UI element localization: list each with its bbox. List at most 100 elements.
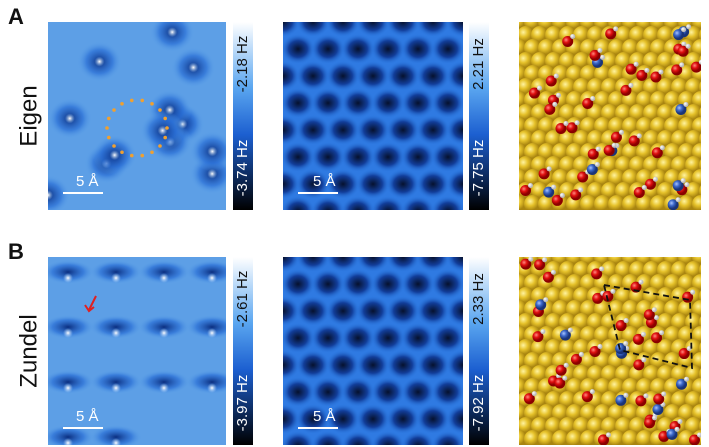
atom-h bbox=[644, 67, 650, 73]
atom bbox=[678, 348, 690, 360]
dark-spot bbox=[48, 260, 94, 284]
atom-h bbox=[589, 389, 595, 395]
dark-spot bbox=[138, 370, 190, 394]
pit bbox=[446, 61, 463, 91]
atom bbox=[651, 147, 663, 159]
atom-h bbox=[675, 197, 681, 203]
pit bbox=[431, 196, 463, 210]
atom-h bbox=[697, 432, 701, 438]
atom-h bbox=[684, 376, 690, 382]
atom-h bbox=[652, 176, 658, 182]
pit bbox=[446, 115, 463, 145]
bright-spot bbox=[63, 328, 73, 338]
atom-h bbox=[551, 184, 557, 190]
arrow bbox=[84, 295, 97, 313]
marker-dot bbox=[120, 101, 124, 106]
marker-dot bbox=[105, 126, 109, 130]
atom-h bbox=[658, 69, 664, 75]
pit bbox=[356, 404, 390, 434]
atom-h bbox=[659, 330, 665, 336]
atom-h bbox=[684, 182, 690, 188]
pit bbox=[371, 269, 405, 299]
atom-s bbox=[538, 430, 556, 445]
pit bbox=[283, 34, 315, 64]
pit bbox=[416, 22, 450, 37]
atom-h bbox=[540, 329, 546, 335]
atom bbox=[666, 428, 678, 440]
pit bbox=[386, 404, 420, 434]
pit bbox=[283, 323, 315, 353]
pit bbox=[386, 296, 420, 326]
pit bbox=[416, 350, 450, 380]
atom-s bbox=[622, 430, 640, 445]
bright-spot bbox=[167, 27, 178, 38]
atom-h bbox=[574, 120, 580, 126]
pit bbox=[446, 257, 463, 272]
bright-spot bbox=[111, 383, 121, 393]
marker-dot bbox=[163, 135, 167, 140]
atom-h bbox=[528, 183, 534, 189]
atom bbox=[538, 168, 550, 180]
pit bbox=[326, 257, 360, 272]
atom bbox=[520, 185, 532, 197]
pit bbox=[311, 142, 345, 172]
atom-s bbox=[699, 107, 701, 119]
atom-h bbox=[683, 101, 689, 107]
pit bbox=[326, 22, 360, 37]
bright-spot bbox=[109, 150, 120, 161]
pit bbox=[311, 269, 345, 299]
pit bbox=[311, 196, 345, 210]
bright-spot bbox=[111, 438, 121, 445]
bright-spot bbox=[207, 328, 217, 338]
colorbar-min: -3.97 Hz bbox=[234, 375, 251, 432]
atom-h bbox=[550, 269, 556, 275]
atom-s bbox=[538, 195, 556, 210]
pit bbox=[401, 34, 435, 64]
dark-spot bbox=[48, 175, 71, 210]
pit bbox=[356, 22, 390, 37]
image-panel bbox=[48, 257, 226, 445]
atom bbox=[643, 309, 655, 321]
pit bbox=[283, 438, 285, 445]
pit bbox=[416, 61, 450, 91]
atom-s bbox=[622, 195, 640, 210]
atom-s bbox=[699, 394, 701, 406]
pit bbox=[311, 88, 345, 118]
atom bbox=[597, 434, 609, 445]
marker-dot bbox=[112, 108, 116, 112]
bright-spot bbox=[63, 383, 73, 393]
pit bbox=[461, 438, 463, 445]
pit bbox=[283, 203, 285, 210]
pit bbox=[283, 196, 315, 210]
atom-h bbox=[599, 54, 605, 60]
atom bbox=[676, 378, 688, 390]
colorbar bbox=[233, 257, 253, 445]
pit bbox=[283, 257, 300, 272]
pit bbox=[251, 215, 285, 245]
colorbar-max: 2.21 Hz bbox=[470, 38, 487, 90]
atom-h bbox=[623, 392, 629, 398]
pit bbox=[356, 169, 390, 199]
atom bbox=[591, 268, 603, 280]
panel-label: A bbox=[8, 4, 24, 29]
atom-h bbox=[536, 85, 542, 91]
pit bbox=[386, 61, 420, 91]
atom-s bbox=[594, 195, 612, 210]
atom bbox=[644, 417, 656, 429]
atom-h bbox=[686, 24, 692, 30]
atom-h bbox=[679, 62, 685, 68]
pit bbox=[326, 296, 360, 326]
pit bbox=[311, 377, 345, 407]
atom-h bbox=[611, 142, 617, 148]
pit bbox=[431, 269, 463, 299]
atom-h bbox=[633, 61, 639, 67]
atom bbox=[523, 393, 535, 405]
colorbar-max: -2.61 Hz bbox=[234, 271, 251, 328]
dark-spot bbox=[48, 425, 94, 445]
atom-s bbox=[699, 368, 701, 380]
pit bbox=[386, 169, 420, 199]
pit bbox=[251, 0, 285, 10]
dark-spot bbox=[90, 315, 142, 339]
atom-s bbox=[692, 195, 701, 210]
atom-s bbox=[552, 430, 570, 445]
